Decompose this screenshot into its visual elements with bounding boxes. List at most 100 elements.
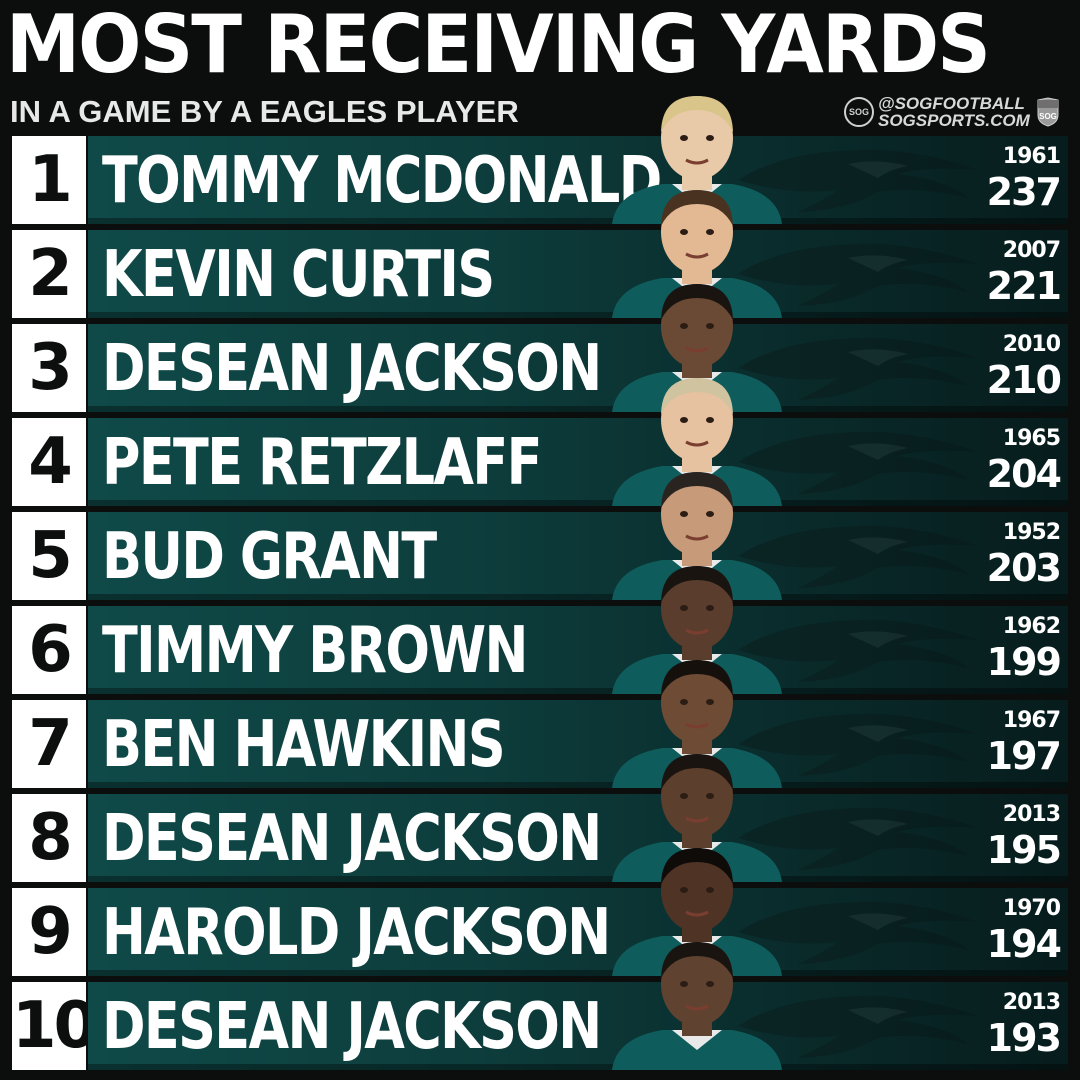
eagle-logo-icon xyxy=(738,807,978,870)
stat-block: 1965 204 xyxy=(980,426,1062,502)
page-title-text: MOST RECEIVING YARDS xyxy=(6,0,991,91)
game-year: 1970 xyxy=(1002,896,1061,921)
player-name: DESEAN JACKSON xyxy=(102,324,710,412)
leaderboard-row: 7 BEN HAWKINS 1967 197 xyxy=(12,660,1068,788)
player-bar: HAROLD JACKSON 1970 194 xyxy=(88,888,1068,976)
stat-block: 2010 210 xyxy=(980,332,1062,408)
receiving-yards: 203 xyxy=(986,546,1062,590)
game-year: 2013 xyxy=(1002,990,1061,1015)
brand-block: SOG @SOGFOOTBALL SOGSPORTS.COM SOG xyxy=(844,92,1066,132)
stat-block: 1962 199 xyxy=(980,614,1062,690)
player-bar: DESEAN JACKSON 2013 193 xyxy=(88,982,1068,1070)
player-name-text: BEN HAWKINS xyxy=(102,708,506,782)
nfl-shield-icon: SOG xyxy=(1036,97,1060,127)
stat-block: 2013 193 xyxy=(980,990,1062,1066)
player-name-text: TOMMY MCDONALD xyxy=(102,144,662,218)
leaderboard-row: 10 DESEAN JACKSON 2013 193 xyxy=(12,942,1068,1070)
player-photo-icon xyxy=(612,754,782,882)
player-bar: BUD GRANT 1952 203 xyxy=(88,512,1068,600)
eagle-logo-icon xyxy=(738,901,978,964)
eagle-logo-icon xyxy=(738,243,978,306)
eagle-logo-icon xyxy=(738,995,978,1058)
rank-number: 2 xyxy=(12,230,86,318)
game-year: 1962 xyxy=(1002,614,1061,639)
receiving-yards: 195 xyxy=(986,828,1062,872)
receiving-yards: 204 xyxy=(986,452,1062,496)
player-name-text: DESEAN JACKSON xyxy=(102,332,602,406)
receiving-yards: 194 xyxy=(986,922,1062,966)
receiving-yards: 199 xyxy=(986,640,1062,684)
player-name-text: KEVIN CURTIS xyxy=(102,238,495,312)
game-year: 2013 xyxy=(1002,802,1061,827)
receiving-yards: 237 xyxy=(986,170,1062,214)
stat-block: 1970 194 xyxy=(980,896,1062,972)
player-photo-icon xyxy=(612,942,782,1070)
leaderboard-row: 8 DESEAN JACKSON 2013 195 xyxy=(12,754,1068,882)
player-name-text: TIMMY BROWN xyxy=(102,614,528,688)
receiving-yards: 210 xyxy=(986,358,1062,402)
player-name: BEN HAWKINS xyxy=(102,700,592,788)
game-year: 1965 xyxy=(1002,426,1061,451)
player-name: TIMMY BROWN xyxy=(102,606,620,694)
player-name: PETE RETZLAFF xyxy=(102,418,637,506)
player-name-text: BUD GRANT xyxy=(102,520,437,594)
brand-handle: @SOGFOOTBALL xyxy=(878,94,1025,113)
leaderboard-row: 5 BUD GRANT 1952 203 xyxy=(12,472,1068,600)
brand-handles: @SOGFOOTBALL SOGSPORTS.COM xyxy=(878,95,1030,129)
player-name: KEVIN CURTIS xyxy=(102,230,579,318)
player-bar: TIMMY BROWN 1962 199 xyxy=(88,606,1068,694)
player-bar: PETE RETZLAFF 1965 204 xyxy=(88,418,1068,506)
game-year: 1952 xyxy=(1002,520,1061,545)
stat-block: 1961 237 xyxy=(980,144,1062,220)
receiving-yards: 193 xyxy=(986,1016,1062,1060)
eagle-logo-icon xyxy=(738,149,978,212)
receiving-yards: 197 xyxy=(986,734,1062,778)
leaderboard-row: 6 TIMMY BROWN 1962 199 xyxy=(12,566,1068,694)
player-bar: TOMMY MCDONALD 1961 237 xyxy=(88,136,1068,224)
leaderboard-row: 2 KEVIN CURTIS 2007 221 xyxy=(12,190,1068,318)
player-name: DESEAN JACKSON xyxy=(102,794,710,882)
stat-block: 1952 203 xyxy=(980,520,1062,596)
rank-number: 3 xyxy=(12,324,86,412)
player-name: DESEAN JACKSON xyxy=(102,982,710,1070)
player-name-text: DESEAN JACKSON xyxy=(102,990,602,1064)
brand-site: SOGSPORTS.COM xyxy=(878,111,1030,130)
player-bar: DESEAN JACKSON 2010 210 xyxy=(88,324,1068,412)
stat-block: 2013 195 xyxy=(980,802,1062,878)
rank-number: 9 xyxy=(12,888,86,976)
nfl-shield-text: SOG xyxy=(1039,112,1057,121)
eagle-logo-icon xyxy=(738,713,978,776)
rank-number: 8 xyxy=(12,794,86,882)
player-bar: BEN HAWKINS 1967 197 xyxy=(88,700,1068,788)
rank-number: 6 xyxy=(12,606,86,694)
eagle-logo-icon xyxy=(738,431,978,494)
player-name: HAROLD JACKSON xyxy=(102,888,721,976)
player-name: TOMMY MCDONALD xyxy=(102,136,783,224)
page-subtitle: IN A GAME BY A EAGLES PLAYER xyxy=(10,94,519,129)
game-year: 2010 xyxy=(1002,332,1061,357)
player-name-text: PETE RETZLAFF xyxy=(102,426,542,500)
eagle-logo-icon xyxy=(738,337,978,400)
rank-number: 4 xyxy=(12,418,86,506)
player-bar: KEVIN CURTIS 2007 221 xyxy=(88,230,1068,318)
leaderboard-row: 1 TOMMY MCDONALD 1961 237 xyxy=(12,96,1068,224)
player-bar: DESEAN JACKSON 2013 195 xyxy=(88,794,1068,882)
eagle-logo-icon xyxy=(738,525,978,588)
rank-number: 10 xyxy=(12,982,98,1070)
page-title: MOST RECEIVING YARDS xyxy=(6,2,1076,88)
game-year: 1967 xyxy=(1002,708,1061,733)
eagle-logo-icon xyxy=(738,619,978,682)
leaderboard-row: 9 HAROLD JACKSON 1970 194 xyxy=(12,848,1068,976)
player-name: BUD GRANT xyxy=(102,512,509,600)
rank-number: 7 xyxy=(12,700,86,788)
stat-block: 1967 197 xyxy=(980,708,1062,784)
player-photo-icon xyxy=(612,96,782,224)
leaderboard-row: 3 DESEAN JACKSON 2010 210 xyxy=(12,284,1068,412)
sog-logo-icon: SOG xyxy=(844,97,874,127)
receiving-yards: 221 xyxy=(986,264,1062,308)
rank-number: 1 xyxy=(12,136,86,224)
player-name-text: HAROLD JACKSON xyxy=(102,896,611,970)
game-year: 1961 xyxy=(1002,144,1061,169)
leaderboard-row: 4 PETE RETZLAFF 1965 204 xyxy=(12,378,1068,506)
game-year: 2007 xyxy=(1002,238,1061,263)
